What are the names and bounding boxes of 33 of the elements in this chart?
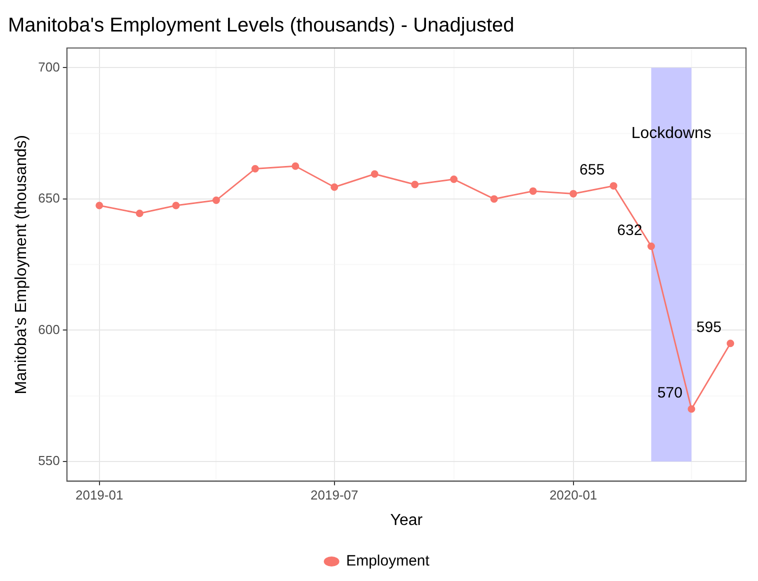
band-label: Lockdowns [631, 125, 712, 142]
point [370, 170, 378, 178]
x-tick-label: 2019-01 [75, 488, 124, 503]
point [529, 187, 537, 195]
data-label: 655 [580, 161, 605, 178]
point [292, 162, 300, 170]
y-tick-label: 650 [38, 190, 60, 206]
data-label: 570 [657, 384, 682, 402]
y-tick-label: 600 [38, 322, 60, 337]
chart-title: Manitoba's Employment Levels (thousands) - Unadjusted [8, 14, 514, 37]
data-label: 632 [617, 222, 642, 239]
point [570, 190, 578, 198]
legend-label: Employment [346, 552, 430, 570]
data-label: 595 [696, 319, 722, 336]
point [688, 405, 696, 413]
point [490, 195, 498, 203]
point [136, 210, 144, 218]
y-axis-title: Manitoba's Employment (thousands) [13, 135, 30, 394]
y-tick-label: 700 [38, 59, 60, 74]
x-tick-label: 2019-07 [310, 488, 358, 503]
point [610, 182, 618, 190]
x-tick-label: 2020-01 [549, 488, 598, 503]
point [251, 165, 259, 173]
point [647, 242, 655, 250]
point [411, 180, 419, 188]
point [172, 202, 180, 210]
point [450, 176, 458, 184]
y-tick-label: 550 [38, 453, 60, 468]
point [212, 196, 220, 204]
point [96, 202, 104, 210]
point [726, 340, 734, 348]
point [330, 183, 338, 191]
x-axis-title: Year [390, 512, 424, 529]
